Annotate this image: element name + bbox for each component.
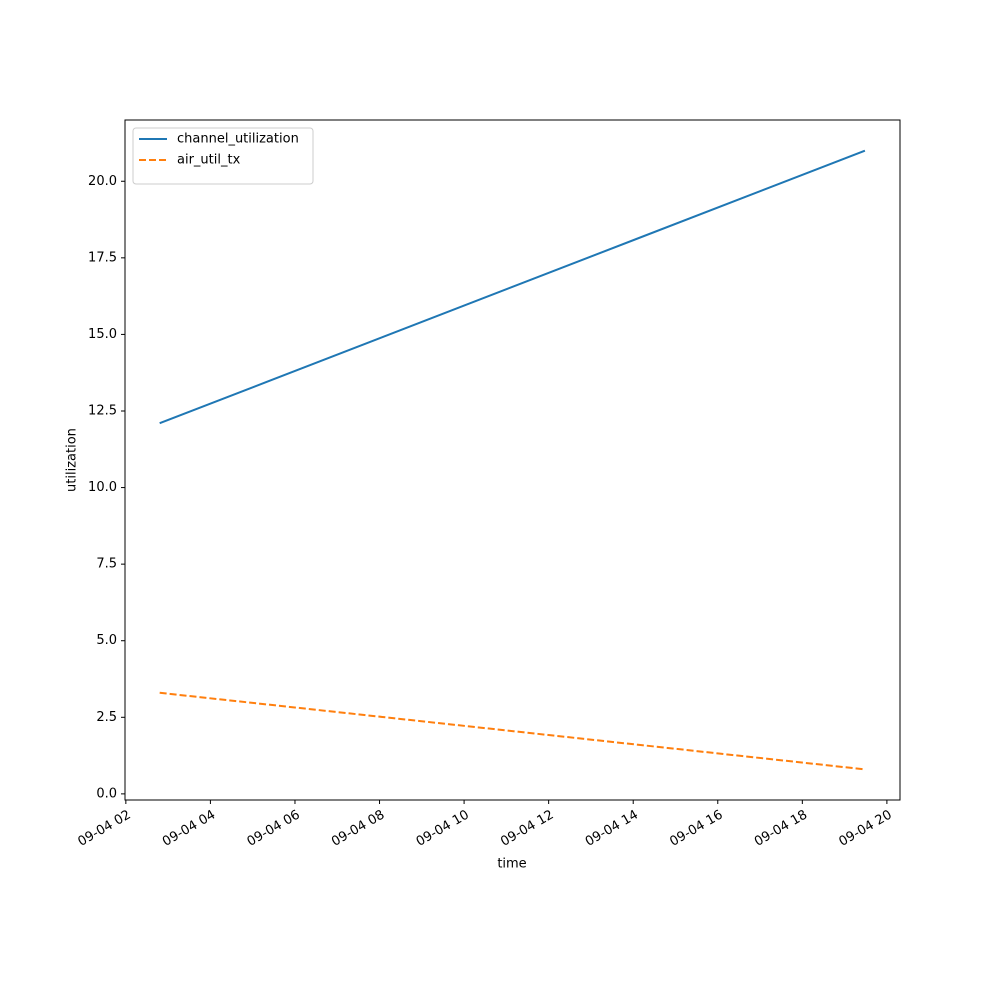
legend-box xyxy=(132,127,314,185)
x-axis-label: time xyxy=(497,857,526,872)
y-tick-label: 17.5 xyxy=(88,250,117,265)
y-tick-label: 7.5 xyxy=(96,557,117,572)
series-line xyxy=(159,149,866,425)
y-tick-label: 2.5 xyxy=(96,710,117,725)
series-line xyxy=(159,691,866,771)
y-tick-label: 15.0 xyxy=(88,327,117,342)
y-tick-label: 12.5 xyxy=(88,403,117,418)
axes-frame xyxy=(124,119,901,801)
y-tick-label: 5.0 xyxy=(96,633,117,648)
y-tick-label: 10.0 xyxy=(88,480,117,495)
y-axis-label: utilization xyxy=(65,428,80,492)
y-tick-label: 20.0 xyxy=(88,174,117,189)
y-tick-label: 0.0 xyxy=(96,786,117,801)
legend-label: channel_utilization xyxy=(177,132,299,147)
legend-label: air_util_tx xyxy=(177,153,241,168)
